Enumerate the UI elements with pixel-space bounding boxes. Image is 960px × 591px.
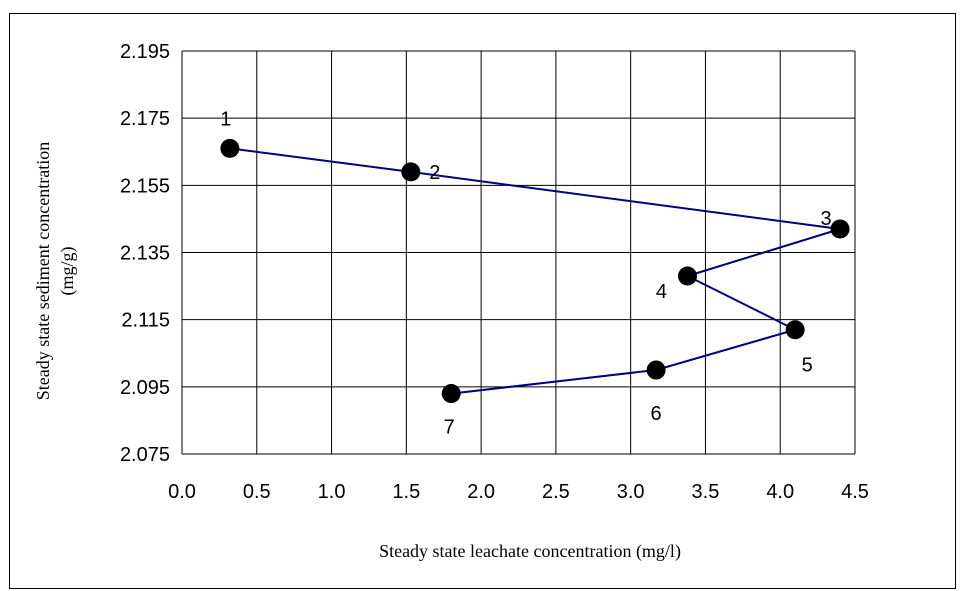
y-tick-label: 2.115: [121, 310, 170, 332]
grid-layer: [181, 50, 856, 455]
point-label-3: 3: [820, 208, 831, 230]
y-axis-title-line2: (mg/g): [57, 247, 78, 296]
data-point-1: [220, 138, 240, 158]
chart-frame: 0.0 0.5 1.0 1.5 2.0 2.5 3.0 3.5 4.0 4.5 2.075 2.095…: [9, 13, 956, 589]
x-tick-label: 3.5: [692, 481, 720, 503]
point-labels: 1 2 3 4 5 6 7: [220, 108, 831, 438]
point-label-1: 1: [220, 108, 231, 130]
y-tick-label: 2.155: [120, 175, 170, 197]
x-tick-label: 3.0: [617, 481, 645, 503]
point-label-2: 2: [429, 162, 440, 184]
data-point-4: [677, 266, 697, 286]
point-label-7: 7: [444, 417, 455, 439]
point-label-5: 5: [802, 355, 813, 377]
x-tick-label: 0.5: [243, 481, 271, 503]
x-tick-label: 2.5: [542, 481, 570, 503]
data-point-6: [646, 360, 666, 380]
y-tick-label: 2.095: [120, 377, 170, 399]
data-point-3: [830, 219, 850, 239]
y-tick-label: 2.175: [120, 108, 170, 130]
y-tick-label: 2.135: [120, 243, 170, 265]
x-tick-label: 0.0: [168, 481, 196, 503]
x-tick-label: 2.0: [467, 481, 495, 503]
data-point-5: [785, 320, 805, 340]
x-tick-label: 1.0: [318, 481, 346, 503]
scatter-chart: 0.0 0.5 1.0 1.5 2.0 2.5 3.0 3.5 4.0 4.5 2.075 2.095…: [33, 41, 869, 562]
tick-labels: 0.0 0.5 1.0 1.5 2.0 2.5 3.0 3.5 4.0 4.5 2.075 2.095…: [120, 41, 869, 503]
x-tick-label: 1.5: [392, 481, 420, 503]
data-point-2: [401, 162, 421, 182]
x-tick-label: 4.0: [766, 481, 794, 503]
point-label-6: 6: [651, 403, 662, 425]
point-label-4: 4: [656, 281, 667, 303]
y-tick-label: 2.075: [120, 444, 170, 466]
x-axis-title: Steady state leachate concentration (mg/…: [379, 541, 681, 562]
y-tick-label: 2.195: [120, 41, 170, 63]
x-tick-label: 4.5: [841, 481, 869, 503]
y-axis-title: Steady state sediment concentration (mg/…: [33, 142, 78, 400]
y-axis-title-line1: Steady state sediment concentration: [33, 142, 53, 400]
data-points: [220, 138, 850, 404]
data-point-7: [441, 384, 461, 404]
